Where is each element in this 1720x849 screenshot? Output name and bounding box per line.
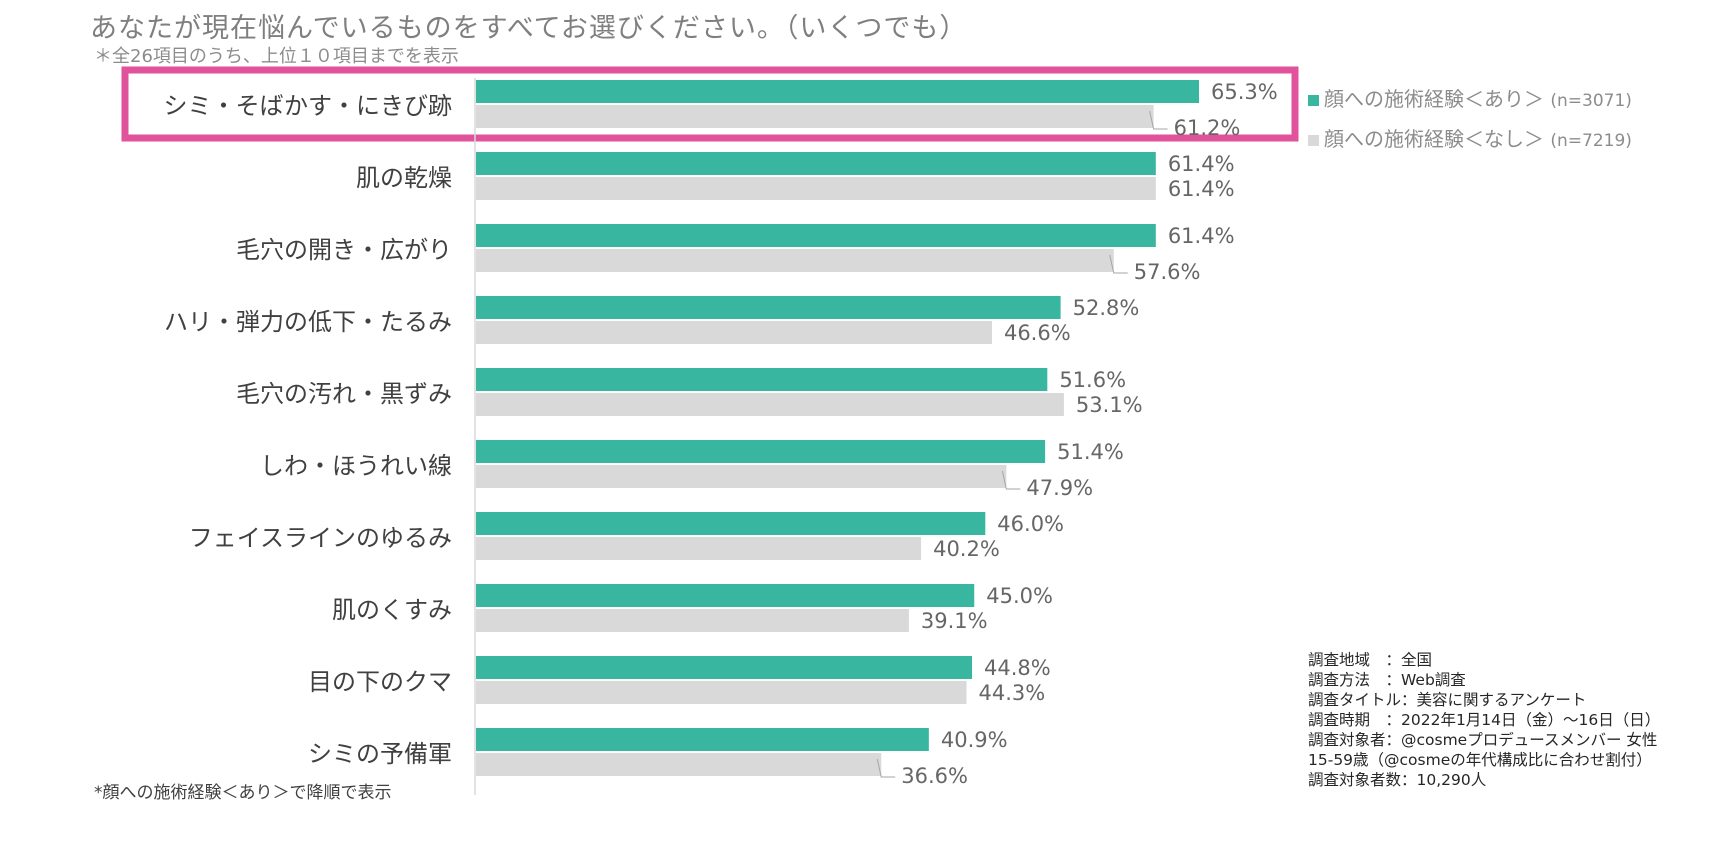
data-label-series-1: 40.9% xyxy=(941,728,1008,752)
bar-series-2 xyxy=(476,105,1154,128)
leader-line xyxy=(1001,470,1021,490)
bar-series-1 xyxy=(476,368,1048,391)
bar-series-1 xyxy=(476,224,1156,247)
bar-series-1 xyxy=(476,152,1156,175)
survey-info-line: 調査方法 ：Web調査 xyxy=(1308,671,1466,689)
data-label-series-1: 52.8% xyxy=(1073,296,1140,320)
data-label-series-1: 51.4% xyxy=(1057,440,1124,464)
legend-label-series-1: 顔への施術経験＜あり＞ xyxy=(1324,87,1544,111)
category-label: フェイスラインのゆるみ xyxy=(189,524,452,552)
category-label: 肌のくすみ xyxy=(332,596,452,624)
bar-series-2 xyxy=(476,177,1156,200)
survey-info-line: 調査地域 ：全国 xyxy=(1308,651,1433,669)
legend-item-series-1: 顔への施術経験＜あり＞ (n=3071) xyxy=(1308,83,1632,112)
category-label: 目の下のクマ xyxy=(308,668,452,696)
leader-line xyxy=(1149,110,1168,130)
category-label: 肌の乾燥 xyxy=(356,164,452,192)
bar-series-1 xyxy=(476,80,1199,103)
category-label: 毛穴の汚れ・黒ずみ xyxy=(236,380,452,408)
survey-info-line: 調査対象者数：10,290人 xyxy=(1308,771,1487,789)
survey-info-line: 調査タイトル：美容に関するアンケート xyxy=(1308,691,1587,709)
legend-n-series-1: (n=3071) xyxy=(1550,91,1632,111)
data-label-series-1: 65.3% xyxy=(1211,80,1278,104)
data-label-series-1: 45.0% xyxy=(986,584,1053,608)
bar-series-2 xyxy=(476,321,992,344)
bar-series-2 xyxy=(476,393,1064,416)
leader-line xyxy=(1109,254,1128,274)
leader-line xyxy=(876,758,896,778)
data-label-series-2: 47.9% xyxy=(1026,476,1093,500)
data-label-series-2: 44.3% xyxy=(978,681,1045,705)
legend-item-series-2: 顔への施術経験＜なし＞ (n=7219) xyxy=(1308,123,1632,152)
data-label-series-2: 61.4% xyxy=(1168,177,1235,201)
highlight-box xyxy=(121,66,1299,142)
data-label-series-2: 53.1% xyxy=(1076,393,1143,417)
bar-series-1 xyxy=(476,296,1061,319)
bar-series-2 xyxy=(476,681,967,704)
bar-series-1 xyxy=(476,728,929,751)
bar-series-1 xyxy=(476,512,986,535)
category-label: シミ・そばかす・にきび跡 xyxy=(164,92,452,120)
bar-series-2 xyxy=(476,537,922,560)
category-label: ハリ・弾力の低下・たるみ xyxy=(164,308,452,336)
data-label-series-2: 57.6% xyxy=(1134,260,1201,284)
data-label-series-2: 40.2% xyxy=(933,537,1000,561)
data-label-series-2: 46.6% xyxy=(1004,321,1071,345)
survey-info-line: 調査時期 ：2022年1月14日（金）～16日（日） xyxy=(1308,711,1661,729)
category-label: しわ・ほうれい線 xyxy=(260,452,452,480)
chart-title: あなたが現在悩んでいるものをすべてお選びください。（いくつでも） xyxy=(90,13,968,44)
data-label-series-2: 39.1% xyxy=(921,609,988,633)
data-label-series-1: 46.0% xyxy=(997,512,1064,536)
bar-series-1 xyxy=(476,656,973,679)
survey-info: 調査地域 ：全国 調査方法 ：Web調査 調査タイトル：美容に関するアンケート … xyxy=(1308,650,1660,790)
legend-swatch-series-1 xyxy=(1308,95,1319,106)
bar-series-2 xyxy=(476,249,1114,272)
data-label-series-1: 51.6% xyxy=(1059,368,1126,392)
category-label: 毛穴の開き・広がり xyxy=(236,236,452,264)
bar-series-2 xyxy=(476,753,882,776)
bar-series-2 xyxy=(476,465,1007,488)
bar-series-1 xyxy=(476,440,1046,463)
data-label-series-1: 61.4% xyxy=(1168,224,1235,248)
legend-n-series-2: (n=7219) xyxy=(1550,131,1632,151)
data-label-series-2: 61.2% xyxy=(1174,116,1241,140)
category-label: シミの予備軍 xyxy=(308,740,452,768)
chart-subtitle: ＊全26項目のうち、上位１０項目までを表示 xyxy=(94,46,459,67)
data-label-series-1: 61.4% xyxy=(1168,152,1235,176)
bar-series-2 xyxy=(476,609,909,632)
data-label-series-2: 36.6% xyxy=(901,764,968,788)
chart-footnote: *顔への施術経験＜あり＞で降順で表示 xyxy=(94,783,392,803)
legend-label-series-2: 顔への施術経験＜なし＞ xyxy=(1324,127,1544,151)
legend-swatch-series-2 xyxy=(1308,135,1319,146)
bar-series-1 xyxy=(476,584,975,607)
survey-info-line: 調査対象者：@cosmeプロデュースメンバー 女性 xyxy=(1308,731,1658,749)
data-label-series-1: 44.8% xyxy=(984,656,1051,680)
survey-info-line: 15-59歳（@cosmeの年代構成比に合わせ割付） xyxy=(1308,751,1652,769)
